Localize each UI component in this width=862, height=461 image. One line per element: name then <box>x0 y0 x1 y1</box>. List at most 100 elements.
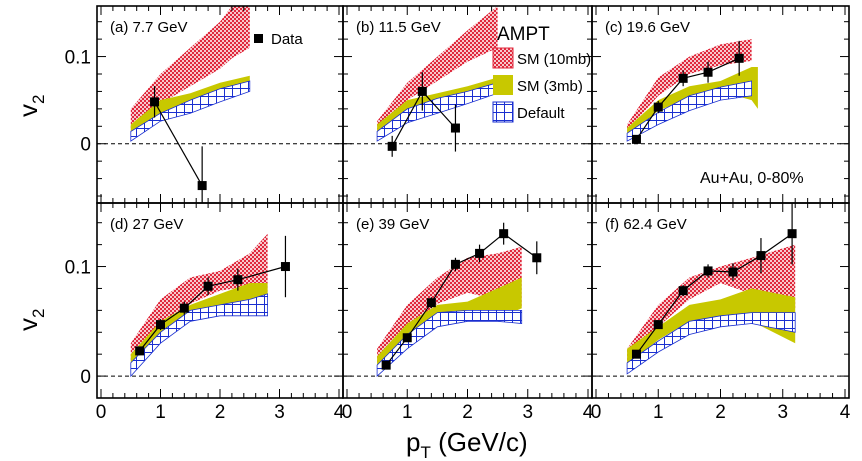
panel-5: 0 1 2 3 4 (f) 62.4 GeV <box>591 202 851 423</box>
panel-label-5: (f) 62.4 GeV <box>605 216 687 233</box>
data-point-panel-5-5 <box>756 251 766 261</box>
y-tick-label-panel-0-1: 0.1 <box>65 48 91 69</box>
y-tick-label-panel-3-1: 0.1 <box>65 258 91 279</box>
y-tick-label-panel-0-0: 0 <box>80 135 91 156</box>
legend-title: AMPT <box>497 24 550 45</box>
x-tick-label-panel-4-0: 0 <box>342 402 353 423</box>
panels: 0 0.1 (a) 7.7 GeV (b) 11.5 GeV (c) 19.6 GeV 0… <box>65 5 851 423</box>
data-point-panel-4-0 <box>381 360 391 370</box>
x-tick-label-panel-3-3: 3 <box>274 402 285 423</box>
data-point-panel-4-3 <box>450 259 460 269</box>
data-point-panel-5-0 <box>631 349 641 359</box>
panel-label-2: (c) 19.6 GeV <box>605 19 690 36</box>
y-tick-label-panel-3-0: 0 <box>80 367 91 388</box>
panel-label-3: (d) 27 GeV <box>110 216 183 233</box>
data-point-panel-1-2 <box>450 123 460 133</box>
band-sm3-panel-5 <box>627 288 796 366</box>
x-tick-label-panel-5-3: 3 <box>777 402 788 423</box>
legend-label-data: Data <box>271 31 303 48</box>
data-point-panel-5-2 <box>678 286 688 296</box>
panel-3: 0 0.1 0 1 2 3 4 (d) 27 GeV <box>65 202 345 423</box>
y-axis-title-top: v2 <box>13 95 48 117</box>
legend-swatch-sm3 <box>493 75 513 95</box>
data-point-panel-3-1 <box>156 320 165 330</box>
data-point-panel-2-3 <box>703 67 713 77</box>
data-point-panel-4-6 <box>532 253 542 263</box>
x-axis-title-main: p <box>406 427 420 457</box>
data-point-panel-2-0 <box>631 134 641 144</box>
legend-label-sm3: SM (3mb) <box>517 78 583 95</box>
data-point-panel-5-4 <box>728 267 738 277</box>
system-annotation: Au+Au, 0-80% <box>700 170 804 187</box>
x-tick-label-panel-4-3: 3 <box>522 402 533 423</box>
panel-label-4: (e) 39 GeV <box>356 216 429 233</box>
band-default-panel-3 <box>130 293 268 378</box>
legend-label-sm10: SM (10mb) <box>517 51 591 68</box>
y-axis-title-bottom-main: v <box>13 318 43 331</box>
legend-swatch-default <box>492 101 514 123</box>
data-point-panel-0-1 <box>197 181 207 191</box>
data-point-panel-2-2 <box>678 73 688 83</box>
x-tick-label-panel-3-1: 1 <box>155 402 166 423</box>
band-sm10-panel-2 <box>627 39 752 131</box>
y-axis-title-bottom: v2 <box>13 309 48 331</box>
y-axis-title-bottom-sub: 2 <box>29 309 48 318</box>
panel-plot-area-0 <box>97 6 343 203</box>
data-point-panel-1-1 <box>417 86 427 96</box>
x-tick-label-panel-5-4: 4 <box>840 402 851 423</box>
legend-swatch-sm10 <box>492 47 514 69</box>
data-point-panel-4-5 <box>499 229 509 239</box>
panel-label-1: (b) 11.5 GeV <box>356 19 441 36</box>
x-tick-label-panel-3-4: 4 <box>334 402 345 423</box>
x-tick-label-panel-5-1: 1 <box>653 402 664 423</box>
data-point-panel-4-2 <box>426 298 436 308</box>
band-sm10-panel-5 <box>627 244 796 363</box>
panel-1: (b) 11.5 GeV <box>342 5 593 204</box>
data-point-panel-3-5 <box>280 262 290 272</box>
band-sm10-panel-0 <box>130 6 250 131</box>
data-point-panel-5-1 <box>653 320 663 330</box>
x-tick-label-panel-5-0: 0 <box>591 402 602 423</box>
data-point-panel-5-3 <box>703 266 713 276</box>
y-axis-title-top-main: v <box>13 104 43 117</box>
band-sm3-panel-2 <box>627 67 758 137</box>
data-point-panel-0-0 <box>150 97 160 107</box>
data-point-panel-4-4 <box>475 248 485 258</box>
x-tick-label-panel-4-1: 1 <box>402 402 413 423</box>
band-default-panel-5 <box>626 312 796 375</box>
band-default-panel-2 <box>626 80 752 142</box>
legend: AMPT SM (10mb) SM (3mb) Default Data <box>254 24 591 123</box>
panel-plot-area-2 <box>592 39 849 145</box>
x-tick-label-panel-3-0: 0 <box>96 402 107 423</box>
x-axis-title-unit: (GeV/c) <box>431 427 528 457</box>
y-axis-title-top-sub: 2 <box>29 95 48 104</box>
data-point-panel-5-6 <box>787 229 797 239</box>
data-point-panel-3-0 <box>135 346 145 356</box>
band-sm3-panel-4 <box>377 277 522 371</box>
panel-4: 0 1 2 3 4 (e) 39 GeV <box>342 202 594 423</box>
data-point-panel-3-4 <box>233 275 243 285</box>
data-line-panel-0 <box>154 101 203 186</box>
x-axis-title-sub: T <box>420 443 430 461</box>
band-sm10-panel-1 <box>377 6 498 130</box>
data-point-panel-2-4 <box>734 53 744 63</box>
panel-plot-area-5 <box>592 203 849 377</box>
x-tick-label-panel-5-2: 2 <box>715 402 726 423</box>
panel-plot-area-3 <box>97 233 343 378</box>
panel-label-0: (a) 7.7 GeV <box>110 19 188 36</box>
legend-label-default: Default <box>517 105 565 122</box>
data-point-panel-3-3 <box>203 281 213 291</box>
panel-plot-area-4 <box>343 222 592 378</box>
data-point-panel-2-1 <box>653 102 663 112</box>
panel-2: (c) 19.6 GeV <box>591 5 850 204</box>
band-sm10-panel-4 <box>377 246 522 363</box>
panel-0: 0 0.1 (a) 7.7 GeV <box>65 5 344 204</box>
data-point-panel-3-2 <box>179 303 189 313</box>
x-tick-label-panel-3-2: 2 <box>215 402 226 423</box>
data-point-panel-1-0 <box>387 141 397 151</box>
band-sm10-panel-3 <box>130 233 268 363</box>
legend-marker-data <box>254 34 263 43</box>
band-default-panel-0 <box>130 80 251 142</box>
data-point-panel-4-1 <box>402 333 412 343</box>
